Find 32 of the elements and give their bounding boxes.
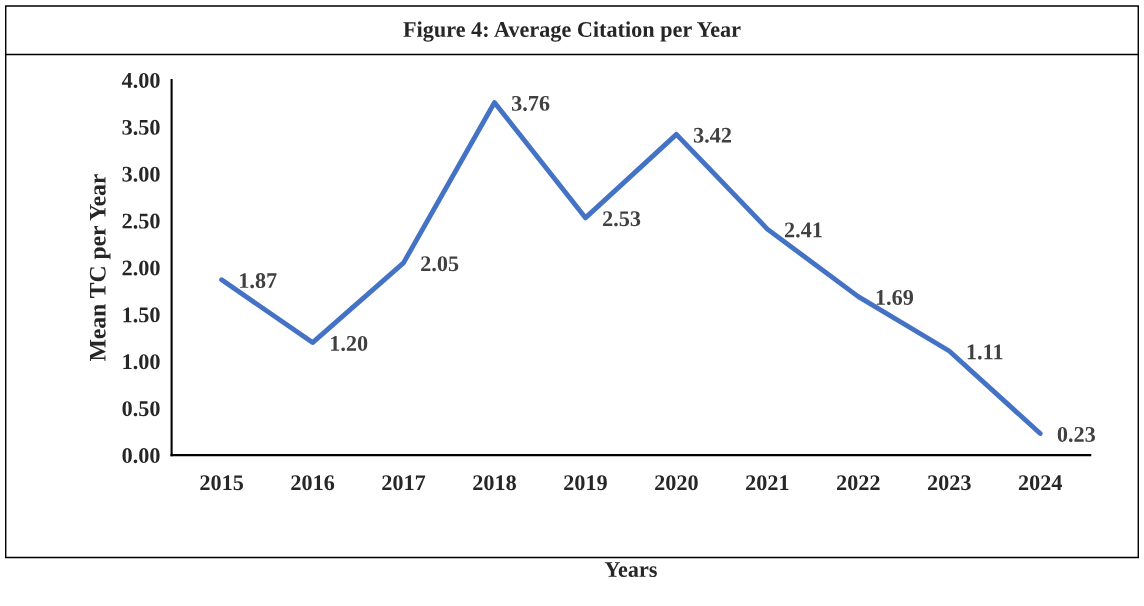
x-tick-label: 2024	[1018, 475, 1063, 491]
x-tick-label: 2018	[473, 475, 516, 491]
x-tick-label: 2016	[291, 475, 335, 491]
y-tick-label: 4.00	[121, 72, 160, 89]
y-tick-label: 3.50	[122, 119, 160, 135]
data-label: 1.69	[876, 290, 914, 306]
x-tick-label: 2015	[200, 475, 244, 491]
data-label: 3.76	[511, 95, 550, 111]
y-tick-label: 3.00	[122, 166, 160, 182]
data-label: 2.41	[784, 222, 822, 238]
y-axis-title: Mean TC per Year	[89, 174, 111, 362]
data-label: 1.20	[331, 335, 368, 352]
y-tick-label: 1.50	[123, 307, 160, 323]
data-label: 0.23	[1057, 426, 1095, 442]
x-tick-label: 2017	[382, 475, 426, 491]
data-label: 1.87	[240, 273, 277, 289]
x-axis-title: Years	[604, 562, 657, 578]
y-tick-label: 0.50	[122, 401, 160, 417]
y-tick-label: 1.00	[123, 354, 160, 370]
y-tick-label: 2.50	[122, 213, 160, 229]
y-tick-label: 0.00	[122, 448, 160, 464]
data-label: 3.42	[693, 127, 731, 143]
x-tick-label: 2022	[837, 475, 880, 491]
x-tick-label: 2019	[564, 475, 607, 491]
x-tick-label: 2023	[927, 475, 971, 491]
data-label: 1.11	[967, 344, 1003, 360]
data-label: 2.05	[421, 256, 459, 272]
x-tick-label: 2020	[655, 475, 698, 491]
data-label: 2.53	[603, 211, 641, 227]
x-tick-label: 2021	[746, 475, 789, 491]
chart-title: Figure 4: Average Citation per Year	[403, 21, 741, 42]
y-tick-label: 2.00	[122, 260, 160, 276]
